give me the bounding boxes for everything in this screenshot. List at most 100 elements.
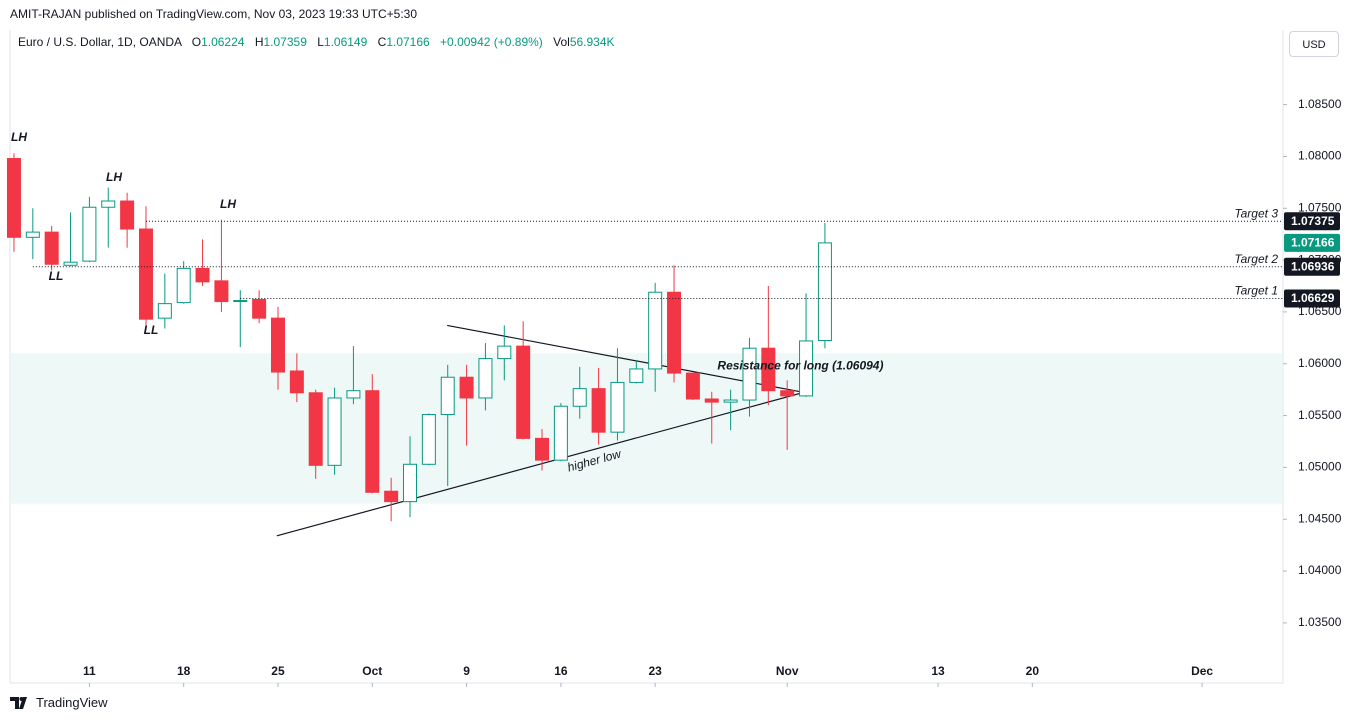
swing-label: LL [144,323,159,337]
candle-body [723,399,738,403]
price-badge-label: 1.06936 [1291,259,1335,273]
y-tick-label: 1.04500 [1298,511,1342,525]
x-tick-label: 23 [648,664,662,678]
candle-body [497,345,512,360]
x-tick-label: 9 [463,664,470,678]
y-tick-label: 1.08500 [1298,97,1342,111]
symbol: Euro / U.S. Dollar, 1D, OANDA [18,35,182,49]
currency-button[interactable]: USD [1289,31,1339,57]
price-badge [1284,212,1340,231]
x-tick-label: Oct [362,664,382,678]
candle-body [44,231,59,265]
last-price-label: 1.07166 [1291,236,1335,250]
low-label: L [317,35,324,49]
candle-body [685,372,700,400]
y-tick-label: 1.05000 [1298,460,1342,474]
candle-body [421,414,436,465]
target-name: Target 2 [1234,252,1278,266]
y-tick-label: 1.03500 [1298,615,1342,629]
candle-body [157,303,172,319]
open-value: 1.06224 [201,35,245,49]
candle-body [799,340,814,397]
brand-text: TradingView [36,695,108,710]
high-value: 1.07359 [263,35,307,49]
swing-label: LH [220,197,236,211]
y-tick-label: 1.04000 [1298,563,1342,577]
volume-label: Vol [553,35,570,49]
candle-body [667,291,682,374]
y-tick-label: 1.05500 [1298,408,1342,422]
x-tick-label: 18 [177,664,191,678]
x-tick-label: 25 [271,664,285,678]
candle-body [365,390,380,493]
candle-body [817,242,832,342]
x-tick-label: 11 [83,664,96,678]
candle-body [516,345,531,439]
candle-body [6,158,21,238]
x-tick-label: Nov [776,664,799,678]
candle-body [214,280,229,303]
candle-body [553,405,568,461]
y-tick-label: 1.07500 [1298,200,1342,214]
candle-body [233,300,248,303]
symbol-legend: Euro / U.S. Dollar, 1D, OANDA O1.06224 H… [18,35,615,49]
candle-body [610,381,625,433]
candle-body [591,388,606,433]
volume-value: 56.934K [569,35,615,49]
y-tick-label: 1.06500 [1298,304,1342,318]
candle-body [535,437,550,461]
price-badge [1284,289,1340,308]
close-label: C [377,35,387,49]
candle-body [289,370,304,394]
candle-body [195,267,210,283]
candle-body [440,376,455,416]
candle-body [120,200,135,230]
candle-body [704,398,719,403]
swing-label: LL [49,269,64,283]
support-zone [10,353,1283,504]
candle-body [384,490,399,503]
brand-logo [10,696,27,709]
swing-label: LH [11,130,27,144]
x-tick-label: 20 [1026,664,1040,678]
candle-body [252,298,267,319]
candle-body [82,206,97,262]
last-price-badge [1284,233,1340,252]
candle-body [742,347,757,401]
candle-body [459,376,474,399]
candle-body [63,261,78,266]
price-badge-label: 1.07375 [1291,214,1335,228]
x-tick-label: 13 [931,664,945,678]
candle-body [308,392,323,466]
candle-body [648,291,663,370]
candle-body [176,267,191,304]
candle-body [629,368,644,383]
candle-body [572,388,587,407]
close-value: 1.07166 [386,35,430,49]
target-name: Target 1 [1234,284,1278,298]
target-name: Target 3 [1234,206,1278,220]
candle-body [780,390,795,397]
candle-body [478,358,493,399]
x-tick-label: Dec [1191,664,1213,678]
candle-body [327,397,342,466]
trendline [276,391,807,537]
high-label: H [254,35,264,49]
candle-body [403,463,418,503]
candle-body [270,317,285,373]
zone-label: Resistance for long (1.06094) [717,359,883,373]
x-tick-label: 16 [554,664,568,678]
change: +0.00942 (+0.89%) [440,35,543,49]
low-value: 1.06149 [323,35,368,49]
price-badge-label: 1.06629 [1291,291,1335,305]
y-tick-label: 1.06000 [1298,356,1342,370]
y-tick-label: 1.08000 [1298,149,1342,163]
brand: TradingView [10,695,108,710]
price-badge [1284,257,1340,276]
candle-body [25,231,40,238]
swing-label: LH [106,170,122,184]
candle-body [101,200,116,208]
candle-body [138,228,153,320]
